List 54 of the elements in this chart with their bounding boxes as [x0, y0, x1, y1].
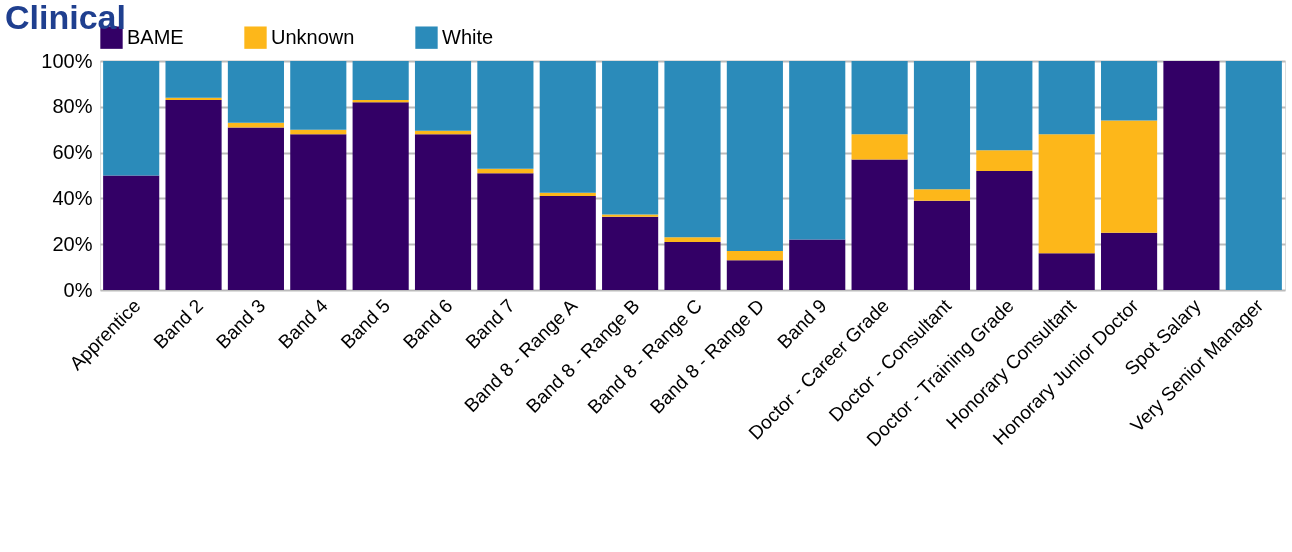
bar — [414, 134, 472, 290]
y-tick-label: 0% — [63, 278, 93, 301]
legend-label: White — [442, 25, 494, 48]
bar — [851, 159, 908, 290]
bar — [1038, 253, 1095, 290]
bar — [976, 170, 1033, 290]
bar — [290, 61, 347, 130]
bar — [1163, 61, 1220, 290]
bar — [664, 61, 721, 238]
y-tick-label: 40% — [52, 186, 93, 209]
bar — [1038, 61, 1095, 135]
bar — [976, 61, 1033, 151]
y-tick-label: 80% — [52, 95, 93, 118]
bar — [165, 99, 222, 290]
bar — [726, 251, 783, 261]
bar — [1101, 120, 1158, 233]
bar — [789, 239, 846, 290]
bar — [227, 127, 284, 290]
bar — [1101, 61, 1158, 121]
bar — [352, 102, 409, 290]
bar — [789, 61, 846, 240]
bar — [1038, 134, 1095, 254]
bar — [726, 61, 783, 252]
y-tick-label: 20% — [52, 232, 93, 255]
bar — [165, 61, 222, 98]
bar — [290, 134, 347, 290]
bar — [1101, 232, 1158, 290]
bar — [602, 216, 659, 290]
y-tick-label: 60% — [52, 141, 93, 164]
bar — [227, 61, 284, 123]
bar — [352, 61, 409, 100]
bar — [913, 189, 971, 201]
bar — [539, 196, 596, 290]
bar — [976, 150, 1033, 171]
bar — [913, 61, 971, 190]
bar — [477, 61, 534, 169]
bar — [602, 61, 659, 215]
bar — [602, 214, 659, 217]
bar — [414, 61, 472, 131]
y-tick-label: 100% — [41, 49, 93, 72]
bar — [664, 237, 721, 242]
legend-label: BAME — [127, 25, 184, 48]
bar — [851, 61, 908, 135]
chart-title: Clinical — [5, 0, 126, 36]
bar — [539, 61, 596, 193]
bar — [477, 173, 534, 290]
bar — [103, 175, 160, 290]
bar — [913, 200, 971, 290]
legend-label: Unknown — [271, 25, 355, 48]
bar — [103, 61, 160, 176]
bar — [664, 241, 721, 290]
bar — [1225, 61, 1282, 290]
bar — [851, 134, 908, 160]
bar — [726, 260, 783, 290]
